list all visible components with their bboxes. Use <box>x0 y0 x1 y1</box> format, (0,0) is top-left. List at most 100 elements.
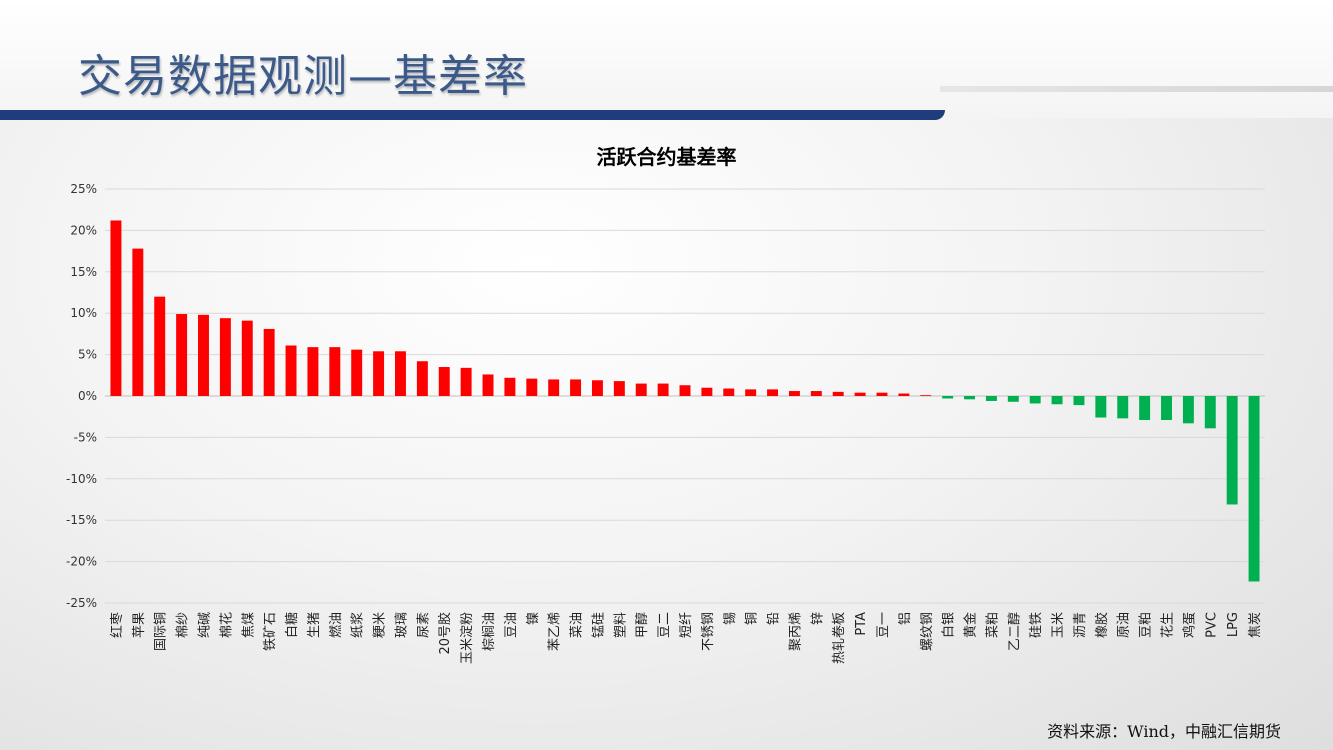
x-category-label: 铜 <box>745 612 760 625</box>
source-note: 资料来源：Wind，中融汇信期货 <box>1047 722 1281 741</box>
x-category-label: 短纤 <box>679 612 694 638</box>
y-tick-label: -5% <box>74 430 97 444</box>
bar-18 <box>504 377 516 396</box>
bar-0 <box>110 220 122 396</box>
bar-50 <box>1204 396 1216 429</box>
x-category-label: 20号胶 <box>437 612 453 655</box>
x-category-label: 生猪 <box>307 612 322 638</box>
grid-lines <box>105 188 1265 604</box>
x-category-label: 尿素 <box>416 612 431 638</box>
x-category-label: 红枣 <box>109 612 125 638</box>
bar-12 <box>373 351 385 396</box>
y-axis-ticks: 25% 20% 15% 10% 5% 0% -5% -10% -15% -20% -25% <box>66 182 97 610</box>
bar-5 <box>219 318 231 396</box>
bar-52 <box>1248 396 1260 582</box>
bar-14 <box>416 361 428 396</box>
y-tick-label: -25% <box>66 596 97 610</box>
x-category-label: 热轧卷板 <box>831 612 847 664</box>
chart-title: 活跃合约基差率 <box>596 145 737 169</box>
bar-7 <box>263 328 275 396</box>
x-category-label: 花生 <box>1160 612 1176 638</box>
bar-11 <box>351 349 363 396</box>
x-category-label: 豆粕 <box>1139 612 1154 638</box>
x-category-label: 棕榈油 <box>482 612 497 651</box>
y-tick-label: -10% <box>66 472 97 486</box>
x-category-label: 聚丙烯 <box>788 612 803 651</box>
x-category-label: 棉纱 <box>176 612 191 638</box>
bar-46 <box>1117 396 1129 419</box>
page-title: 交易数据观测—基差率 <box>78 51 528 102</box>
bar-25 <box>657 383 669 396</box>
bar-4 <box>198 314 209 396</box>
bar-15 <box>438 367 450 396</box>
x-category-label: 燃油 <box>328 612 344 638</box>
bar-24 <box>635 383 647 396</box>
x-category-label: 苯乙烯 <box>548 612 563 651</box>
bar-1 <box>132 248 144 396</box>
y-tick-label: 20% <box>70 223 97 237</box>
x-category-label: 锡 <box>723 612 738 625</box>
bar-33 <box>832 391 844 396</box>
bar-43 <box>1051 396 1063 405</box>
x-category-label: 菜粕 <box>985 612 1000 638</box>
x-category-label: 玉米 <box>1051 612 1066 638</box>
bar-51 <box>1226 396 1238 505</box>
bar-3 <box>176 314 188 396</box>
x-category-label: 粳米 <box>373 612 388 638</box>
x-category-label: 螺纹钢 <box>920 612 935 651</box>
bars <box>110 220 1260 582</box>
bar-38 <box>942 396 954 399</box>
bar-32 <box>810 391 822 396</box>
x-category-label: 塑料 <box>613 612 628 638</box>
x-category-label: 铅 <box>767 612 782 625</box>
x-category-label: 镍 <box>526 612 541 625</box>
bar-23 <box>613 381 625 396</box>
y-tick-label: -20% <box>66 555 97 569</box>
bar-40 <box>985 396 997 401</box>
x-category-label: 乙二醇 <box>1006 612 1022 651</box>
bar-28 <box>723 388 735 396</box>
header-accent-line <box>940 86 1333 92</box>
bar-34 <box>854 392 866 396</box>
x-category-label: 纯碱 <box>197 612 212 638</box>
bar-16 <box>460 367 472 396</box>
bar-27 <box>701 387 713 396</box>
bar-2 <box>154 296 166 396</box>
x-category-label: 沥青 <box>1073 612 1088 638</box>
x-category-label: 玉米淀粉 <box>460 612 475 664</box>
x-category-label: 甲醇 <box>634 612 650 638</box>
x-category-label: 硅铁 <box>1029 612 1044 638</box>
bar-13 <box>395 351 406 396</box>
x-category-label: PVC <box>1204 612 1219 638</box>
x-category-label: 豆油 <box>504 612 519 638</box>
y-tick-label: 10% <box>70 306 97 320</box>
bar-49 <box>1182 396 1194 424</box>
x-category-label: 不锈钢 <box>701 612 716 651</box>
bar-20 <box>548 379 560 396</box>
x-category-label: 焦煤 <box>241 612 256 638</box>
bar-47 <box>1139 396 1151 421</box>
x-category-label: 棉花 <box>218 612 234 638</box>
x-category-label: 国际铜 <box>154 612 169 651</box>
bar-48 <box>1161 396 1172 421</box>
bar-9 <box>307 347 319 396</box>
bar-37 <box>920 395 932 396</box>
y-tick-label: 0% <box>78 389 97 403</box>
header-band <box>0 0 1333 118</box>
bar-29 <box>745 389 757 396</box>
x-category-label: 玻璃 <box>394 612 409 638</box>
y-tick-label: 25% <box>70 182 97 196</box>
bar-31 <box>788 391 800 396</box>
x-category-label: 铁矿石 <box>263 612 278 651</box>
x-category-label: 苹果 <box>132 612 147 638</box>
bar-42 <box>1029 396 1041 404</box>
bar-8 <box>285 345 297 396</box>
y-tick-label: 15% <box>70 265 97 279</box>
x-category-label: 焦炭 <box>1248 612 1263 638</box>
bar-6 <box>241 320 253 396</box>
bar-35 <box>876 392 888 396</box>
bar-10 <box>329 347 341 396</box>
bar-45 <box>1095 396 1107 418</box>
x-category-label: 豆二 <box>657 612 672 638</box>
